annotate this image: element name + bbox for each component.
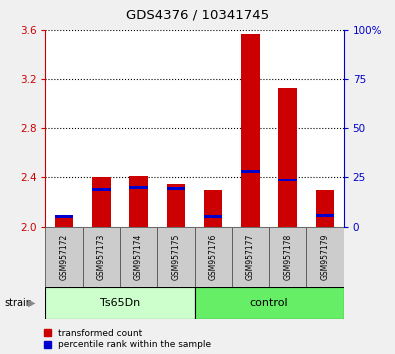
Legend: transformed count, percentile rank within the sample: transformed count, percentile rank withi… <box>44 329 212 349</box>
Bar <box>45 227 83 287</box>
Bar <box>204 190 222 227</box>
Bar <box>92 188 111 191</box>
Bar <box>241 34 260 227</box>
Text: control: control <box>250 298 288 308</box>
Text: GSM957177: GSM957177 <box>246 233 255 280</box>
Bar <box>241 170 260 173</box>
Bar <box>45 287 194 319</box>
Text: ▶: ▶ <box>28 298 36 308</box>
Bar <box>129 176 148 227</box>
Bar <box>167 187 185 190</box>
Bar <box>194 287 344 319</box>
Bar <box>232 227 269 287</box>
Bar <box>316 214 334 217</box>
Bar <box>278 178 297 181</box>
Bar <box>120 227 157 287</box>
Text: GDS4376 / 10341745: GDS4376 / 10341745 <box>126 9 269 22</box>
Bar <box>269 227 307 287</box>
Bar <box>278 88 297 227</box>
Bar <box>129 186 148 189</box>
Text: Ts65Dn: Ts65Dn <box>100 298 140 308</box>
Text: GSM957179: GSM957179 <box>320 233 329 280</box>
Bar <box>55 218 73 227</box>
Bar <box>55 215 73 218</box>
Bar <box>316 190 334 227</box>
Text: GSM957178: GSM957178 <box>283 234 292 280</box>
Text: GSM957175: GSM957175 <box>171 233 181 280</box>
Bar <box>92 177 111 227</box>
Bar <box>307 227 344 287</box>
Text: strain: strain <box>4 298 32 308</box>
Bar <box>157 227 194 287</box>
Bar <box>194 227 232 287</box>
Bar <box>83 227 120 287</box>
Text: GSM957174: GSM957174 <box>134 233 143 280</box>
Text: GSM957176: GSM957176 <box>209 233 218 280</box>
Text: GSM957172: GSM957172 <box>60 234 69 280</box>
Bar <box>204 215 222 218</box>
Bar <box>167 184 185 227</box>
Text: GSM957173: GSM957173 <box>97 233 106 280</box>
